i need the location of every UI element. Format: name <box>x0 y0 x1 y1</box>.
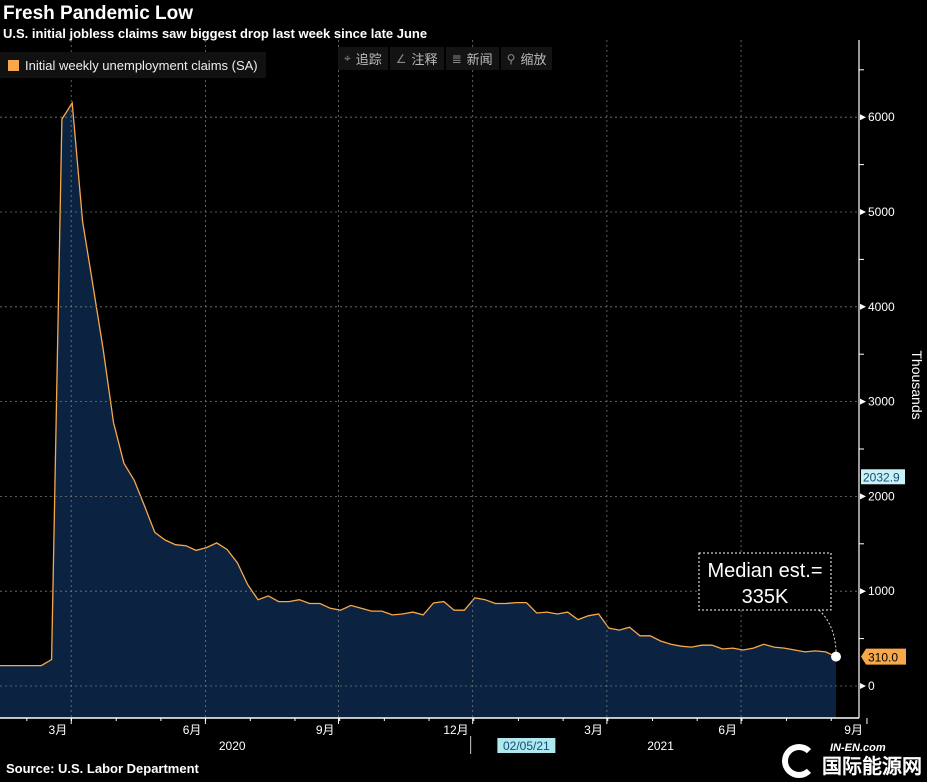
logo-mark <box>782 744 816 778</box>
x-tick-label: 6月 <box>718 723 737 737</box>
y-tick-mark <box>860 398 866 405</box>
cursor-date-label: 02/05/21 <box>503 739 550 753</box>
news-icon: ≣ <box>451 51 462 66</box>
logo-cn: 国际能源网 <box>822 756 922 778</box>
y-tick-label: 1000 <box>868 584 895 598</box>
year-label: 2021 <box>647 739 674 753</box>
crosshair-icon: ⌖ <box>344 51 351 65</box>
legend-label: Initial weekly unemployment claims (SA) <box>25 57 258 73</box>
crosshair-value-label: 2032.9 <box>863 470 900 484</box>
y-tick-label: 5000 <box>868 205 895 219</box>
last-value-label: 310.0 <box>868 651 898 665</box>
annotate-label: 注释 <box>411 52 438 67</box>
annotate-icon: ∠ <box>395 51 407 66</box>
y-tick-mark <box>860 209 866 215</box>
x-tick-label: 12月 <box>443 723 468 737</box>
chart-subtitle: U.S. initial jobless claims saw biggest … <box>3 26 428 41</box>
legend-swatch <box>8 59 19 71</box>
crosshair-value-bg <box>861 469 905 485</box>
y-tick-label: 3000 <box>868 395 895 409</box>
y-tick-mark <box>860 303 866 310</box>
y-tick-label: 0 <box>868 679 875 693</box>
logo-en: IN-EN.com <box>830 742 886 754</box>
y-tick-mark <box>860 493 866 500</box>
watermark-logo: IN-EN.com 国际能源网 <box>760 740 927 782</box>
year-label: 2020 <box>219 739 246 753</box>
x-tick-label: 9月 <box>316 723 335 737</box>
y-tick-label: 4000 <box>868 300 895 314</box>
y-axis-title: Thousands <box>909 350 925 419</box>
news-label: 新闻 <box>466 52 493 67</box>
x-tick-label: 3月 <box>49 723 68 737</box>
track-label: 追踪 <box>355 52 382 67</box>
y-tick-label: 2000 <box>868 489 895 503</box>
news-button[interactable]: ≣ 新闻 <box>445 47 499 70</box>
y-tick-mark <box>860 588 866 595</box>
x-tick-label: 6月 <box>183 723 202 737</box>
x-tick-label: 9月 <box>844 723 863 737</box>
y-tick-label: 6000 <box>868 110 895 124</box>
legend: Initial weekly unemployment claims (SA) <box>0 52 266 78</box>
zoom-label: 缩放 <box>520 52 547 67</box>
x-tick-label: 3月 <box>584 723 603 737</box>
area-fill <box>0 103 836 718</box>
last-value-bg <box>861 648 906 665</box>
chart-toolbar: ⌖ 追踪 ∠ 注释 ≣ 新闻 ⚲ 缩放 <box>338 47 553 70</box>
zoom-icon: ⚲ <box>506 51 516 66</box>
y-tick-mark <box>860 683 866 689</box>
cursor-date-bg <box>497 738 556 753</box>
source-note: Source: U.S. Labor Department <box>6 761 199 776</box>
annotate-button[interactable]: ∠ 注释 <box>389 47 444 70</box>
y-tick-mark <box>860 114 866 121</box>
last-point-marker <box>831 651 841 662</box>
track-button[interactable]: ⌖ 追踪 <box>338 47 388 70</box>
chart-title: Fresh Pandemic Low <box>3 3 194 24</box>
annotation-connector <box>818 609 837 652</box>
series-line <box>0 101 837 667</box>
annotation-line1: Median est.= <box>707 560 822 582</box>
zoom-button[interactable]: ⚲ 缩放 <box>500 47 553 70</box>
annotation-line2: 335K <box>742 586 789 608</box>
annotation-box <box>698 552 832 611</box>
